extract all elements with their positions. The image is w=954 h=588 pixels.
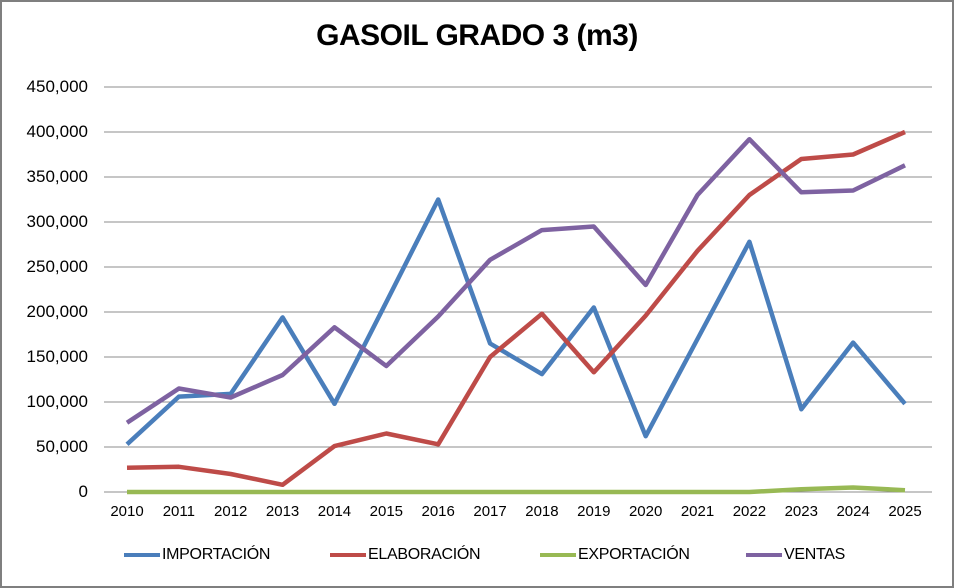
legend-item-elaboracion: ELABORACIÓN [330,544,481,566]
x-axis-label: 2013 [265,503,300,520]
series-line-elaboracion [126,129,906,488]
legend-label: IMPORTACIÓN [162,546,271,563]
y-axis-label: 350,000 [26,167,88,186]
legend-label: EXPORTACIÓN [578,546,690,563]
x-axis-label: 2021 [680,503,715,520]
x-axis-label: 2025 [888,503,922,520]
x-axis-label: 2024 [836,503,870,520]
y-axis-label: 250,000 [26,257,88,276]
y-axis-label: 300,000 [26,212,88,231]
y-axis-label: 100,000 [26,392,88,411]
legend-marker-ventas [746,553,782,557]
legend-item-exportacion: EXPORTACIÓN [540,544,690,566]
series-line-exportacion [127,485,906,495]
x-axis-label: 2019 [577,503,611,520]
x-axis-label: 2012 [214,503,248,520]
series-line-ventas [125,136,906,425]
x-axis-label: 2017 [473,503,507,520]
x-axis-label: 2010 [110,503,144,520]
legend-marker-importacion [124,553,160,557]
x-axis: 2010 2011 2012 2013 2014 2015 2016 2017 2018 2019… [0,502,954,522]
x-axis-label: 2015 [369,503,404,520]
legend-item-importacion: IMPORTACIÓN [124,544,270,566]
x-axis-label: 2016 [421,503,455,520]
y-axis-label: 450,000 [26,77,88,96]
x-axis-label: 2020 [628,503,663,520]
x-axis-label: 2018 [525,503,559,520]
legend-marker-exportacion [540,553,576,557]
x-axis-label: 2011 [162,503,195,520]
y-axis-label: 50,000 [36,437,88,456]
y-axis-label: 400,000 [26,122,88,141]
legend: IMPORTACIÓN ELABORACIÓN EXPORTACIÓN VENT… [0,544,954,568]
y-axis-label: 150,000 [26,347,88,366]
legend-marker-elaboracion [330,553,366,557]
x-axis-label: 2023 [784,503,818,520]
x-axis-label: 2022 [732,503,767,520]
chart-title: GASOIL GRADO 3 (m3) [316,19,638,52]
series-line-importacion [125,197,907,446]
x-axis-label: 2014 [317,503,352,520]
legend-label: VENTAS [784,546,846,563]
legend-item-ventas: VENTAS [746,544,845,566]
y-axis: 0 50,000 100,000 150,000 200,000 250,000 300,0… [0,0,88,588]
y-axis-label: 200,000 [26,302,88,321]
legend-label: ELABORACIÓN [368,546,481,563]
y-axis-label: 0 [78,482,88,501]
